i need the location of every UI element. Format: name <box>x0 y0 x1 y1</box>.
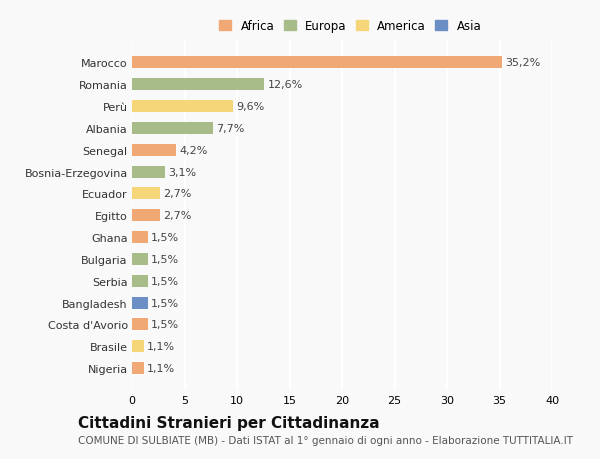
Text: 1,5%: 1,5% <box>151 298 179 308</box>
Text: 9,6%: 9,6% <box>236 102 264 112</box>
Bar <box>132 231 148 244</box>
Text: 1,5%: 1,5% <box>151 320 179 330</box>
Bar <box>132 101 233 113</box>
Text: 1,5%: 1,5% <box>151 276 179 286</box>
Bar <box>132 166 164 178</box>
Text: 7,7%: 7,7% <box>216 123 244 134</box>
Text: 35,2%: 35,2% <box>505 58 540 68</box>
Bar <box>132 123 213 134</box>
Bar <box>132 210 160 222</box>
Text: 1,5%: 1,5% <box>151 233 179 242</box>
Text: 12,6%: 12,6% <box>268 80 303 90</box>
Text: 1,5%: 1,5% <box>151 254 179 264</box>
Bar <box>132 79 264 91</box>
Bar <box>132 57 502 69</box>
Bar <box>132 297 148 309</box>
Text: 2,7%: 2,7% <box>163 211 192 221</box>
Bar <box>132 253 148 265</box>
Bar <box>132 319 148 330</box>
Bar <box>132 144 176 157</box>
Bar <box>132 188 160 200</box>
Text: Cittadini Stranieri per Cittadinanza: Cittadini Stranieri per Cittadinanza <box>78 415 380 431</box>
Text: 1,1%: 1,1% <box>146 364 175 373</box>
Legend: Africa, Europa, America, Asia: Africa, Europa, America, Asia <box>217 17 484 35</box>
Text: 2,7%: 2,7% <box>163 189 192 199</box>
Text: 4,2%: 4,2% <box>179 146 208 155</box>
Text: 3,1%: 3,1% <box>168 167 196 177</box>
Bar <box>132 341 143 353</box>
Text: COMUNE DI SULBIATE (MB) - Dati ISTAT al 1° gennaio di ogni anno - Elaborazione T: COMUNE DI SULBIATE (MB) - Dati ISTAT al … <box>78 435 573 445</box>
Bar <box>132 275 148 287</box>
Bar <box>132 362 143 374</box>
Text: 1,1%: 1,1% <box>146 341 175 352</box>
